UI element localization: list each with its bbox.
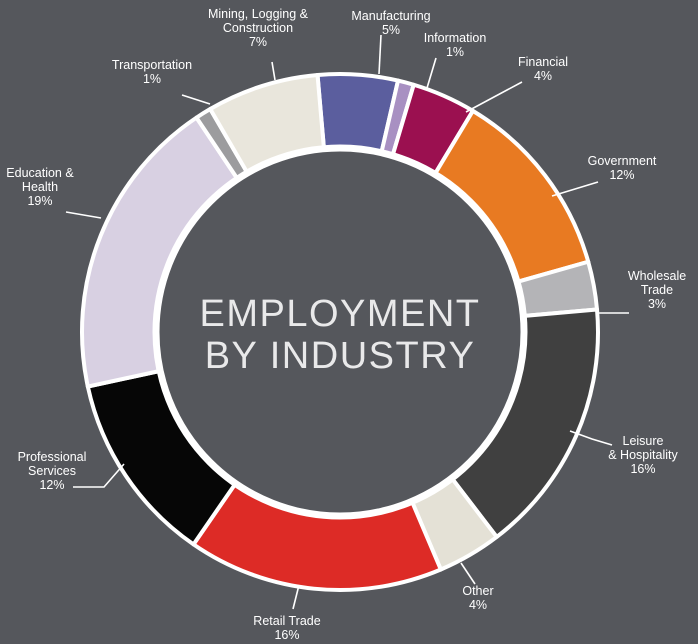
label-mining-logging-construction: Mining, Logging & Construction 7%	[208, 7, 309, 49]
category-label-line: Construction	[223, 21, 293, 35]
label-information: Information 1%	[424, 31, 487, 59]
category-label-line: Leisure	[623, 434, 664, 448]
leader-line	[292, 584, 300, 610]
category-label-line: Professional	[18, 450, 87, 464]
value-label: 12%	[39, 478, 64, 492]
category-labels: Manufacturing 5%Information 1%Financial 4%G…	[6, 7, 686, 642]
value-label: 3%	[648, 297, 666, 311]
category-label-line: Financial	[518, 55, 568, 69]
category-label-line: Information	[424, 31, 487, 45]
value-label: 4%	[469, 598, 487, 612]
value-label: 4%	[534, 69, 552, 83]
category-label-line: Government	[588, 154, 657, 168]
leader-line	[65, 211, 102, 219]
label-transportation: Transportation 1%	[112, 58, 192, 86]
leader-line	[460, 562, 476, 585]
label-financial: Financial 4%	[518, 55, 568, 83]
value-label: 16%	[274, 628, 299, 642]
category-label-line: Mining, Logging &	[208, 7, 309, 21]
value-label: 7%	[249, 35, 267, 49]
leader-line	[181, 94, 211, 105]
category-label-line: Health	[22, 180, 58, 194]
value-label: 12%	[609, 168, 634, 182]
inner-ring	[152, 144, 528, 520]
category-label-line: Services	[28, 464, 76, 478]
label-other: Other 4%	[462, 584, 493, 612]
leader-line	[465, 81, 523, 113]
category-label-line: Wholesale	[628, 269, 686, 283]
category-label-line: Transportation	[112, 58, 192, 72]
value-label: 1%	[143, 72, 161, 86]
value-label: 5%	[382, 23, 400, 37]
category-label-line: Education &	[6, 166, 74, 180]
leader-lines	[65, 34, 629, 610]
donut-slices	[80, 72, 600, 592]
category-label-line: & Hospitality	[608, 448, 678, 462]
category-label-line: Trade	[641, 283, 673, 297]
label-manufacturing: Manufacturing 5%	[351, 9, 430, 37]
label-wholesale-trade: Wholesale Trade 3%	[628, 269, 686, 311]
category-label-line: Retail Trade	[253, 614, 320, 628]
label-government: Government 12%	[588, 154, 657, 182]
label-education-health: Education & Health 19%	[6, 166, 74, 208]
category-label-line: Other	[462, 584, 493, 598]
leader-line	[271, 61, 276, 81]
label-professional-services: Professional Services 12%	[18, 450, 87, 492]
value-label: 1%	[446, 45, 464, 59]
leader-line	[569, 430, 613, 446]
value-label: 19%	[27, 194, 52, 208]
category-label-line: Manufacturing	[351, 9, 430, 23]
center-title-line-2: BY INDUSTRY	[205, 335, 476, 377]
leader-line	[73, 463, 125, 488]
label-leisure-hospitality: Leisure & Hospitality 16%	[608, 434, 678, 476]
leader-line	[426, 57, 437, 89]
leader-line	[551, 181, 599, 197]
center-title-line-1: EMPLOYMENT	[199, 293, 480, 335]
leader-line	[378, 34, 382, 75]
value-label: 16%	[630, 462, 655, 476]
label-retail-trade: Retail Trade 16%	[253, 614, 320, 642]
